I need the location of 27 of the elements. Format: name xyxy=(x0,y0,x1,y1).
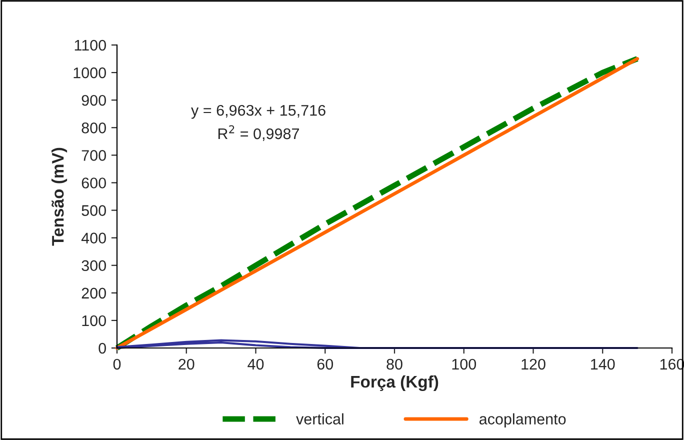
y-tick-label: 1100 xyxy=(74,40,106,51)
legend-label: acoplamento xyxy=(479,413,566,428)
annotation: R$^{2}$ = 0,9987 xyxy=(218,125,299,141)
y-tick-label: 300 xyxy=(82,260,106,272)
annotation: y = 6,963x + 15,716 xyxy=(191,104,326,119)
y-tick-label: 1000 xyxy=(74,67,106,78)
x-tick-label: 60 xyxy=(317,358,334,370)
y-tick-label: 700 xyxy=(82,150,106,161)
y-tick-label: 0 xyxy=(98,342,106,354)
x-tick-label: 80 xyxy=(386,358,402,370)
y-tick-label: 200 xyxy=(82,288,106,299)
x-tick-label: 120 xyxy=(522,358,546,370)
y-tick-label: 900 xyxy=(82,94,106,106)
legend-label: vertical xyxy=(296,413,344,424)
x-tick-label: 40 xyxy=(248,358,264,370)
x-axis-title: Força (Kgf) xyxy=(351,375,438,392)
y-tick-label: 800 xyxy=(82,122,106,134)
y-tick-label: 500 xyxy=(82,205,106,216)
y-tick-label: 600 xyxy=(82,178,106,188)
line-series xyxy=(116,339,638,350)
y-tick-label: 100 xyxy=(82,315,106,326)
x-tick-label: 20 xyxy=(178,358,194,370)
x-tick-label: 140 xyxy=(591,358,615,370)
y-axis-title: Tensão (mV) xyxy=(52,148,68,246)
y-tick-label: 400 xyxy=(81,232,106,244)
x-tick-label: 0 xyxy=(113,358,121,370)
x-tick-label: 100 xyxy=(452,358,476,370)
